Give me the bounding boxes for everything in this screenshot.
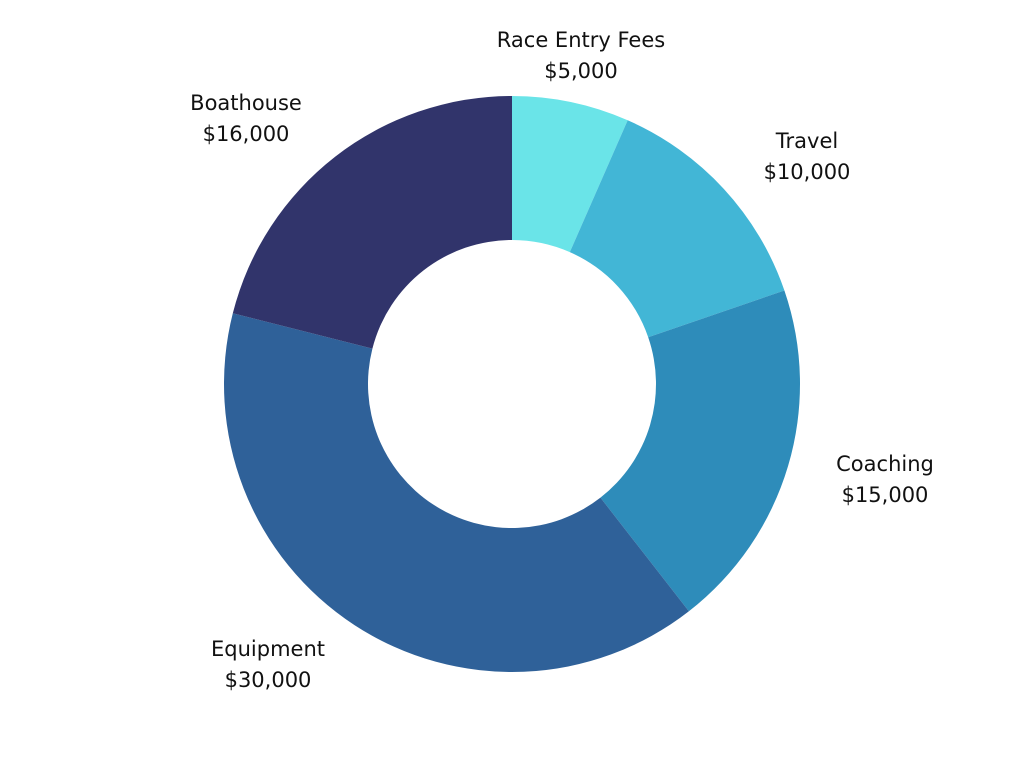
slice-category-equipment: Equipment [211, 637, 325, 661]
slice-label-travel: Travel $10,000 [764, 126, 851, 188]
slice-label-race-entry-fees: Race Entry Fees $5,000 [497, 25, 665, 87]
slice-category-travel: Travel [775, 129, 839, 153]
slice-value-travel: $10,000 [763, 160, 851, 184]
slice-value-boathouse: $16,000 [202, 122, 290, 146]
slice-category-boathouse: Boathouse [190, 91, 302, 115]
slice-value-coaching: $15,000 [841, 483, 929, 507]
slice-label-equipment: Equipment $30,000 [211, 634, 325, 696]
donut-slice-race-entry-fees [512, 96, 628, 253]
slice-label-boathouse: Boathouse $16,000 [190, 88, 302, 150]
donut-slice-travel [569, 120, 785, 338]
slice-category-race-entry-fees: Race Entry Fees [496, 28, 666, 52]
slice-category-coaching: Coaching [836, 452, 934, 476]
slice-value-equipment: $30,000 [224, 668, 312, 692]
slice-label-coaching: Coaching $15,000 [836, 449, 934, 511]
donut-slice-equipment [224, 313, 689, 673]
donut-slice-coaching [600, 290, 800, 612]
donut-slice-boathouse [232, 95, 512, 349]
slice-value-race-entry-fees: $5,000 [544, 59, 618, 83]
